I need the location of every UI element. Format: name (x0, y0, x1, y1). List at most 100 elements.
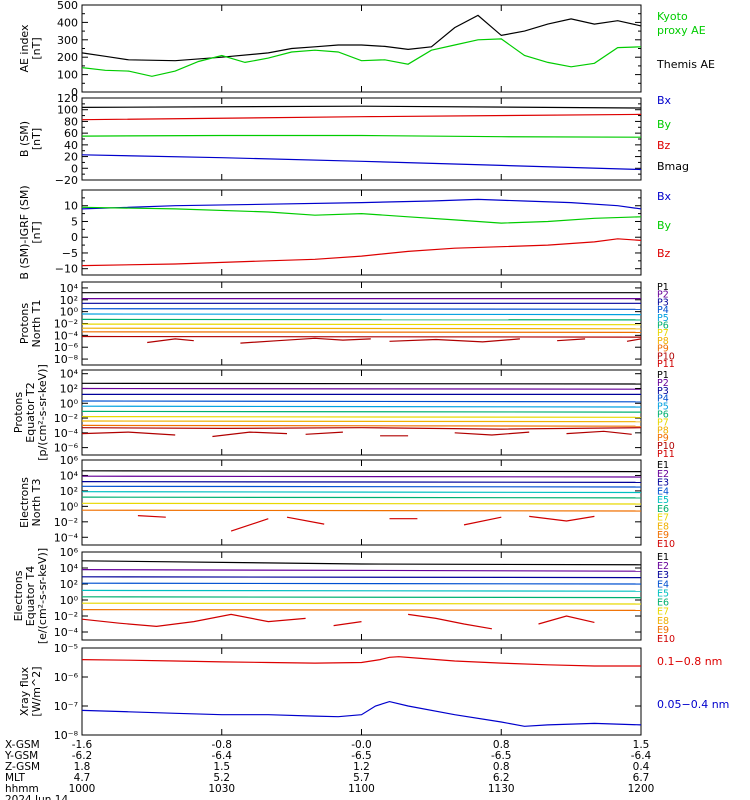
segment-p11 (557, 338, 586, 342)
series-p4 (81, 400, 642, 403)
legend-label: P4 (657, 305, 669, 316)
legend-label: P3 (657, 386, 669, 397)
panel-frame (81, 459, 642, 546)
y-tick-label: 300 (57, 34, 78, 47)
y-tick-label: 0 (71, 86, 78, 99)
legend-label: E5 (657, 495, 669, 506)
segment-e10 (137, 515, 166, 518)
y-tick-label: 100 (57, 69, 78, 82)
y-axis-label: [nT] (30, 128, 43, 150)
legend-label: P3 (657, 297, 669, 308)
axis-date: 2024 Jun 14 (5, 794, 68, 800)
series-e1 (81, 470, 642, 473)
series-e5 (81, 589, 642, 592)
legend-label: E1 (657, 460, 669, 471)
series-by (81, 206, 642, 224)
axis-row-value: -1.6 (72, 739, 93, 751)
y-tick-label: 10⁻⁸ (54, 729, 79, 742)
segment-e10 (463, 516, 502, 526)
series-p9 (81, 424, 642, 427)
axis-row-value: 5.7 (353, 772, 370, 784)
axis-row-value: 0.8 (493, 739, 510, 751)
legend-label: E6 (657, 504, 669, 515)
legend-label: P11 (657, 359, 675, 370)
axis-row-value: -6.4 (631, 750, 652, 762)
y-axis-label: Electrons (12, 570, 25, 621)
y-tick-label: 10⁻⁷ (54, 700, 78, 713)
segment-p11 (566, 430, 632, 435)
y-tick-label: 200 (57, 51, 78, 64)
axis-row-value: 1.2 (353, 761, 370, 773)
axis-row-value: 1.5 (213, 761, 230, 773)
y-tick-label: 10⁰ (60, 594, 79, 607)
legend-label: 0.05−0.4 nm (657, 698, 729, 711)
legend-label: P7 (657, 417, 669, 428)
legend-label: P6 (657, 321, 669, 332)
series-p4 (81, 308, 642, 310)
y-axis-label: Electrons (18, 477, 31, 528)
segment-p11 (389, 338, 520, 343)
series-e3 (81, 481, 642, 483)
legend-label: By (657, 219, 672, 232)
y-axis-label: Protons (18, 303, 31, 344)
series-e6 (81, 496, 642, 499)
series-p6 (81, 410, 642, 413)
legend-label: P1 (657, 282, 669, 293)
series-p7 (81, 323, 642, 326)
segment-p11 (147, 338, 194, 344)
axis-row-value: 6.2 (493, 772, 510, 784)
legend-label: P5 (657, 402, 669, 413)
series-p8 (81, 420, 642, 423)
y-tick-label: 10⁻⁶ (54, 671, 79, 684)
series-e8 (81, 608, 642, 612)
legend-label: E4 (657, 486, 669, 497)
axis-row-label: MLT (5, 772, 25, 784)
axis-row-label: Y-GSM (4, 750, 38, 762)
axis-row-value: 0.4 (633, 761, 650, 773)
axis-row-value: -0.0 (351, 739, 372, 751)
y-tick-label: 10² (60, 485, 78, 498)
legend-label: E6 (657, 598, 669, 609)
panel-frame (81, 281, 642, 366)
legend-label: P1 (657, 370, 669, 381)
y-tick-label: 10⁻⁶ (54, 341, 79, 354)
series-bx (81, 154, 642, 171)
y-tick-label: 10⁰ (60, 500, 79, 513)
y-tick-label: 10⁻⁴ (54, 531, 79, 544)
legend-label: P10 (657, 351, 675, 362)
y-tick-label: 400 (57, 16, 78, 29)
axis-row-value: 1.8 (74, 761, 91, 773)
legend-label: E7 (657, 607, 669, 618)
legend-label: P2 (657, 378, 669, 389)
axis-row-value: -6.5 (491, 750, 512, 762)
panel-frame (81, 4, 642, 93)
axis-row-value: -6.5 (351, 750, 372, 762)
y-tick-label: 100 (57, 104, 78, 117)
series-p1 (81, 382, 642, 385)
y-tick-label: 10⁴ (60, 469, 79, 482)
axis-row-value: 1.5 (633, 739, 650, 751)
axis-row-value: -0.8 (212, 739, 233, 751)
legend-label: P5 (657, 313, 669, 324)
axis-row-value: 1130 (488, 783, 515, 795)
series-p7 (81, 416, 642, 418)
y-tick-label: 10⁻⁸ (54, 353, 79, 366)
axis-row-value: 1030 (208, 783, 235, 795)
y-axis-label: [p/(cm²-s-sr-keV)] (36, 364, 49, 461)
series-p2 (81, 387, 642, 390)
axis-row-value: -6.2 (72, 750, 93, 762)
legend-label: E2 (657, 469, 669, 480)
y-tick-label: 20 (64, 151, 78, 164)
y-tick-label: 10⁴ (60, 282, 79, 295)
axis-row-value: 5.2 (213, 772, 230, 784)
segment-p11 (81, 431, 176, 436)
series-themis-ae (81, 14, 642, 62)
axis-row-value: 1200 (628, 783, 655, 795)
y-tick-label: 10⁻⁴ (54, 329, 79, 342)
series-e2 (81, 568, 642, 572)
legend-label: E5 (657, 588, 669, 599)
y-tick-label: 10⁻² (54, 412, 78, 425)
time-axis: X-GSM -1.6 -0.8 -0.0 0.8 1.5 Y-GSM -6.2 -6.4 -6.5… (4, 739, 654, 800)
